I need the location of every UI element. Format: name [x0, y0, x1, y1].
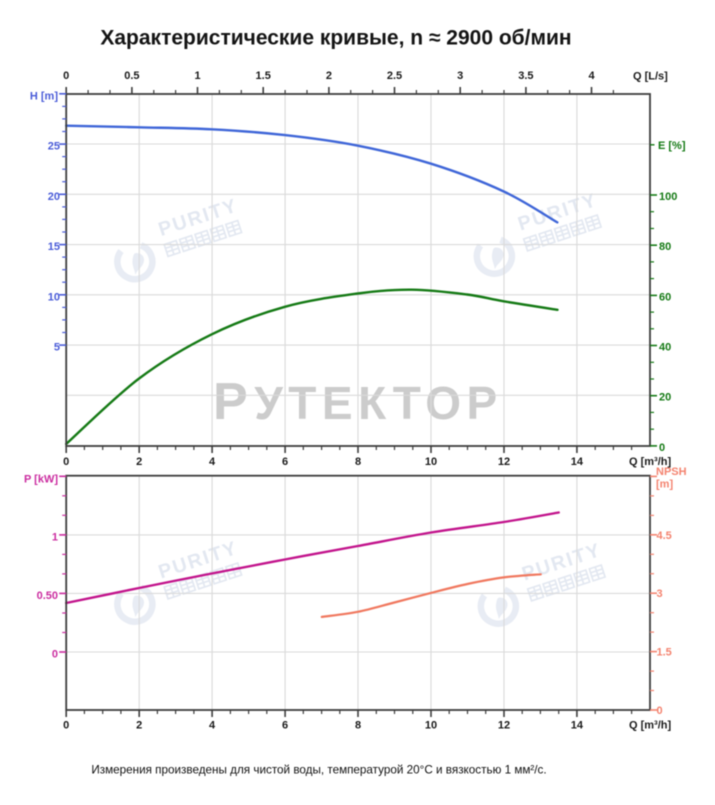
svg-text:3: 3 [457, 70, 463, 82]
svg-text:10: 10 [425, 456, 437, 468]
svg-text:6: 6 [282, 456, 288, 468]
svg-text:1.5: 1.5 [657, 647, 672, 659]
svg-text:0: 0 [659, 442, 665, 454]
svg-text:2: 2 [326, 70, 332, 82]
svg-text:20: 20 [48, 191, 60, 203]
svg-text:H [m]: H [m] [30, 90, 58, 102]
svg-text:10: 10 [425, 720, 437, 732]
svg-text:0.50: 0.50 [37, 590, 58, 602]
svg-text:80: 80 [659, 241, 671, 253]
svg-text:4: 4 [588, 70, 595, 82]
svg-text:10: 10 [48, 291, 60, 303]
svg-text:12: 12 [498, 720, 510, 732]
svg-text:1.5: 1.5 [256, 70, 271, 82]
svg-text:Измерения произведены для чист: Измерения произведены для чистой воды, т… [91, 763, 546, 776]
svg-text:0: 0 [63, 456, 69, 468]
svg-text:8: 8 [355, 456, 361, 468]
svg-text:5: 5 [54, 342, 60, 354]
svg-text:14: 14 [571, 720, 584, 732]
svg-text:20: 20 [659, 392, 671, 404]
svg-text:8: 8 [355, 720, 361, 732]
svg-text:40: 40 [659, 342, 671, 354]
svg-text:2.5: 2.5 [387, 70, 402, 82]
svg-text:60: 60 [659, 291, 671, 303]
svg-text:1: 1 [52, 531, 58, 543]
svg-text:Характеристические кривые, n ≈: Характеристические кривые, n ≈ 2900 об/м… [100, 26, 571, 49]
svg-text:Q [m³/h]: Q [m³/h] [629, 720, 671, 732]
svg-text:[m]: [m] [656, 479, 673, 491]
svg-text:2: 2 [136, 456, 142, 468]
svg-text:3.5: 3.5 [518, 70, 533, 82]
svg-text:1: 1 [194, 70, 200, 82]
svg-text:3: 3 [657, 588, 663, 600]
svg-text:Q [m³/h]: Q [m³/h] [629, 456, 671, 468]
svg-text:0: 0 [63, 720, 69, 732]
svg-text:0: 0 [63, 70, 69, 82]
svg-text:14: 14 [571, 456, 584, 468]
svg-text:РУТЕКТОР: РУТЕКТОР [213, 373, 503, 431]
svg-text:0: 0 [52, 649, 58, 661]
svg-text:4.5: 4.5 [657, 530, 672, 542]
svg-text:6: 6 [282, 720, 288, 732]
svg-text:15: 15 [48, 241, 60, 253]
svg-text:2: 2 [136, 720, 142, 732]
svg-text:P [kW]: P [kW] [24, 473, 58, 485]
svg-text:12: 12 [498, 456, 510, 468]
svg-text:100: 100 [659, 191, 677, 203]
svg-text:NPSH: NPSH [656, 466, 687, 478]
svg-text:Q [L/s]: Q [L/s] [633, 71, 668, 83]
svg-text:0: 0 [657, 705, 663, 717]
svg-text:4: 4 [209, 456, 216, 468]
svg-text:0.5: 0.5 [124, 70, 139, 82]
svg-text:E [%]: E [%] [658, 140, 686, 152]
svg-text:25: 25 [48, 141, 60, 153]
svg-text:4: 4 [209, 720, 216, 732]
